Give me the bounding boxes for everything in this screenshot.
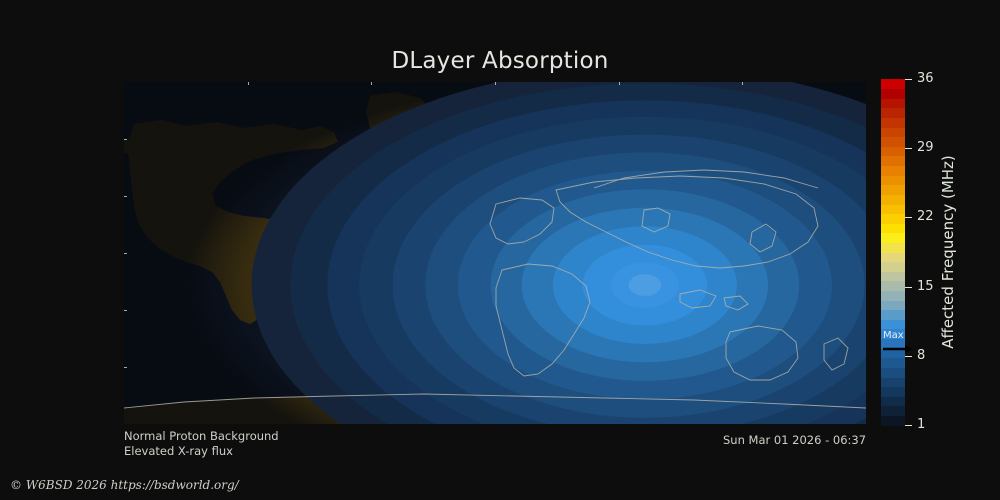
max-marker: Max — [881, 329, 921, 358]
colorbar-segment — [881, 261, 905, 272]
colorbar-segment — [881, 194, 905, 205]
colorbar-tick-label: 15 — [917, 278, 934, 294]
colorbar-segment — [881, 223, 905, 234]
gridline-longitude — [619, 82, 620, 424]
colorbar-segment — [881, 88, 905, 99]
colorbar-segment — [881, 203, 905, 215]
gridline-longitude — [742, 82, 743, 424]
status-notes: Normal Proton Background Elevated X-ray … — [124, 429, 279, 459]
colorbar-segment — [881, 213, 905, 224]
colorbar-segment — [881, 300, 905, 311]
copyright-notice: © W6BSD 2026 https://bsdworld.org/ — [10, 478, 239, 492]
map-coastlines — [124, 82, 866, 424]
colorbar-segment — [881, 328, 905, 340]
timestamp: Sun Mar 01 2026 - 06:37 — [723, 433, 867, 447]
colorbar-axis-label: Affected Frequency (MHz) — [938, 79, 958, 425]
colorbar-segment — [881, 155, 905, 167]
colorbar-tick-label: 36 — [917, 71, 934, 86]
colorbar-segment — [881, 252, 905, 263]
colorbar-tick — [905, 217, 912, 219]
colorbar-tick — [905, 79, 912, 80]
colorbar-axis-label-text: Affected Frequency (MHz) — [939, 155, 957, 349]
gridline-longitude — [248, 82, 249, 424]
max-arrow-icon — [883, 344, 913, 353]
colorbar-segment — [881, 271, 905, 282]
max-marker-label: Max — [883, 329, 904, 341]
colorbar-segment — [881, 376, 905, 388]
proton-status-note: Normal Proton Background — [124, 429, 279, 443]
colorbar-segment — [881, 117, 905, 128]
world-map[interactable] — [124, 82, 866, 424]
map-gridlines — [124, 82, 866, 424]
colorbar-segment — [881, 184, 905, 195]
colorbar-segment — [881, 242, 905, 253]
colorbar-segment — [881, 146, 905, 157]
colorbar-tick-label: 29 — [917, 140, 934, 156]
colorbar-segment — [881, 127, 905, 138]
colorbar-segment — [881, 136, 905, 147]
colorbar-segment — [881, 319, 905, 330]
colorbar-tick — [905, 148, 912, 150]
colorbar-tick-label: 1 — [917, 417, 926, 432]
colorbar-segment — [881, 338, 905, 349]
colorbar-segment — [881, 232, 905, 243]
colorbar-segment — [881, 175, 905, 186]
colorbar-tick — [905, 355, 912, 357]
colorbar-segment — [881, 405, 905, 416]
colorbar-segment — [881, 98, 905, 109]
absorption-contour-ring — [628, 274, 662, 296]
gridline-longitude — [495, 82, 496, 424]
colorbar-segment — [881, 396, 905, 407]
xray-status-note: Elevated X-ray flux — [124, 444, 233, 458]
colorbar-segment — [881, 309, 905, 320]
colorbar-segment — [881, 107, 905, 119]
colorbar-segment — [881, 357, 905, 368]
colorbar-tick-label: 22 — [917, 209, 934, 225]
colorbar-segment — [881, 165, 905, 176]
colorbar-segment — [881, 290, 905, 301]
colorbar-gradient — [881, 79, 905, 426]
colorbar-segment — [881, 280, 905, 292]
colorbar-segment — [881, 367, 905, 378]
page-title: DLayer Absorption — [391, 48, 609, 74]
colorbar[interactable]: 36 29 22 15 8 1 Max — [881, 71, 934, 432]
colorbar-tick — [905, 425, 912, 426]
colorbar-tick — [905, 286, 912, 288]
colorbar-segment — [881, 415, 905, 426]
colorbar-segment — [881, 79, 905, 90]
colorbar-tick-label: 8 — [917, 347, 926, 363]
gridline-longitude — [371, 82, 372, 424]
colorbar-segment — [881, 386, 905, 397]
colorbar-segment — [881, 348, 905, 359]
